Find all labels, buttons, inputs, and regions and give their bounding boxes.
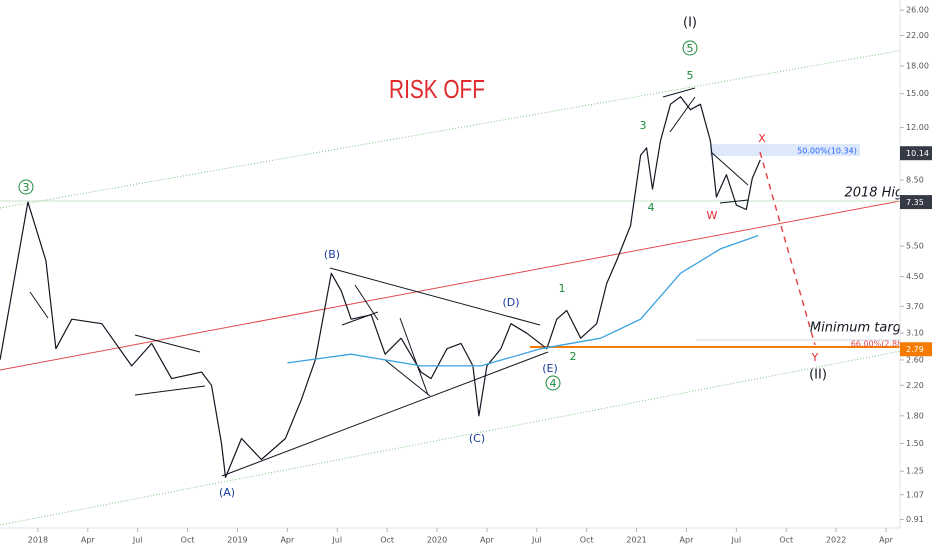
- wave-label: W: [707, 209, 718, 222]
- x-tick-label: 2020: [427, 536, 447, 545]
- x-tick-label: 2019: [227, 536, 247, 545]
- wave-label: 66.00%(2.88): [851, 340, 906, 349]
- y-tick-label: 18.00: [906, 62, 929, 71]
- trend-line: [710, 151, 749, 186]
- y-tick-label: 3.70: [906, 302, 924, 311]
- y-tick-label: 12.00: [906, 123, 929, 132]
- y-tick-label: 5.50: [906, 242, 924, 251]
- x-tick-label: 2021: [626, 536, 646, 545]
- trend-line: [384, 359, 431, 397]
- trend-line: [354, 284, 379, 321]
- wave-label: (B): [324, 248, 340, 261]
- average-line: [287, 234, 759, 367]
- y-tick-label: 22.00: [906, 31, 929, 40]
- x-tick-label: Oct: [779, 536, 793, 545]
- price-tag-label: 2.79: [906, 345, 924, 354]
- x-tick-label: Oct: [380, 536, 394, 545]
- time-axis: [0, 528, 932, 550]
- trend-line: [669, 96, 696, 133]
- annotation: RISK OFF: [389, 75, 485, 104]
- y-tick-label: 1.80: [906, 411, 924, 420]
- fib-zone: [710, 144, 860, 156]
- y-tick-label: 2.60: [906, 355, 924, 364]
- trend-line: [719, 199, 749, 204]
- price-tag-label: 10.14: [906, 149, 929, 158]
- x-tick-label: Apr: [480, 536, 495, 545]
- x-tick-label: Oct: [181, 536, 195, 545]
- wave-label: 5: [687, 42, 694, 55]
- y-tick-label: 1.07: [906, 490, 924, 499]
- price-tag: [900, 146, 932, 161]
- wave-label: 50.00%(10.34): [797, 147, 857, 156]
- wave-label: (C): [469, 432, 485, 445]
- x-tick-label: Apr: [879, 536, 894, 545]
- wave-label: 5: [687, 69, 694, 82]
- wave-label: 3: [23, 181, 30, 194]
- wave-label: X: [758, 132, 766, 145]
- price-tag: [900, 342, 932, 357]
- x-tick-label: Jul: [531, 536, 542, 545]
- y-tick-label: 15.00: [906, 89, 929, 98]
- trend-line: [134, 334, 201, 353]
- x-tick-label: 2022: [826, 536, 846, 545]
- wave-label: Y: [811, 351, 819, 364]
- wave-label: (I): [683, 16, 697, 31]
- price-tag: [900, 195, 932, 210]
- y-tick-label: 1.50: [906, 439, 924, 448]
- x-tick-label: 2018: [28, 536, 48, 545]
- y-tick-label: 1.25: [906, 467, 924, 476]
- x-tick-label: Apr: [81, 536, 96, 545]
- annotation: Minimum target: [810, 321, 915, 336]
- trend-line: [134, 385, 206, 396]
- price-tag-label: 7.35: [906, 198, 924, 207]
- y-tick-label: 0.91: [906, 515, 924, 524]
- y-tick-label: 26.00: [906, 6, 929, 15]
- x-tick-label: Oct: [580, 536, 594, 545]
- trend-line: [662, 87, 696, 98]
- trend-line: [341, 311, 379, 326]
- drawings: [0, 44, 932, 526]
- y-tick-label: 3.10: [906, 329, 924, 338]
- trend-line: [329, 267, 541, 326]
- y-tick-label: 8.50: [906, 176, 924, 185]
- projection: [759, 151, 816, 346]
- wave-label: 2: [570, 350, 577, 363]
- x-tick-label: Apr: [680, 536, 695, 545]
- wave-label: 4: [550, 377, 557, 390]
- x-tick-label: Apr: [280, 536, 295, 545]
- wave-circle: [18, 179, 34, 195]
- y-tick-label: 2.20: [906, 381, 924, 390]
- y-tick-label: 4.50: [906, 272, 924, 281]
- trend-line: [399, 317, 429, 396]
- x-tick-label: Jul: [331, 536, 342, 545]
- annotation: 2018 High: [844, 186, 911, 201]
- wave-circle: [545, 375, 561, 391]
- x-tick-label: Jul: [132, 536, 143, 545]
- wave-label: (E): [542, 362, 558, 375]
- channel-lower: [0, 344, 932, 526]
- wave-label: 3: [640, 119, 647, 132]
- trend-line: [221, 351, 549, 477]
- wave-label: (A): [219, 486, 235, 499]
- wave-circle: [682, 40, 698, 56]
- wave-label: 1: [559, 282, 566, 295]
- wave-label: 4: [648, 201, 655, 214]
- wave-label: (D): [502, 296, 519, 309]
- plot: RISK OFF 2018 High Minimum target (I) 5 5 3 4 3 1…: [0, 16, 915, 499]
- wave-label: (II): [809, 368, 827, 383]
- x-tick-label: Jul: [731, 536, 742, 545]
- trend-line: [29, 291, 49, 319]
- price-axis: [900, 0, 932, 550]
